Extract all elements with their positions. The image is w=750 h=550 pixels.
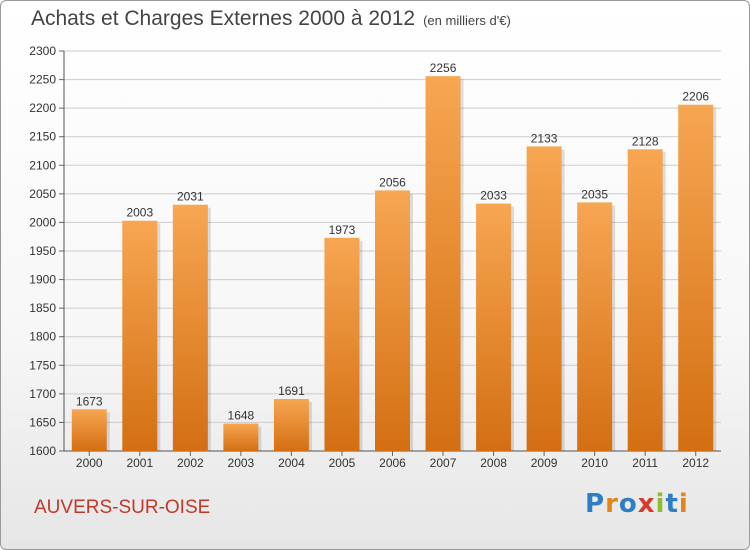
y-tick-label: 1850 bbox=[29, 301, 56, 315]
data-label: 2206 bbox=[682, 90, 709, 104]
proxiti-logo[interactable]: Proxiti bbox=[585, 489, 689, 519]
x-tick-label: 2004 bbox=[278, 456, 305, 470]
data-label: 2003 bbox=[126, 206, 153, 220]
x-tick-label: 2005 bbox=[329, 456, 356, 470]
data-label: 1673 bbox=[76, 394, 103, 408]
y-tick-label: 2300 bbox=[29, 44, 56, 58]
bar bbox=[273, 399, 309, 451]
x-tick-label: 2001 bbox=[126, 456, 153, 470]
y-tick-label: 1700 bbox=[29, 387, 56, 401]
y-tick-label: 1950 bbox=[29, 244, 56, 258]
x-tick-label: 2003 bbox=[228, 456, 255, 470]
data-label: 2133 bbox=[531, 131, 558, 145]
bar bbox=[526, 146, 562, 451]
bar bbox=[71, 409, 107, 451]
bar bbox=[476, 203, 512, 451]
data-label: 2035 bbox=[581, 187, 608, 201]
x-tick-label: 2008 bbox=[480, 456, 507, 470]
y-tick-label: 1650 bbox=[29, 415, 56, 429]
bar bbox=[375, 190, 410, 451]
x-tick-label: 2009 bbox=[531, 456, 558, 470]
y-tick-label: 1750 bbox=[29, 358, 56, 372]
y-tick-label: 2150 bbox=[29, 130, 56, 144]
logo-letter: i bbox=[678, 489, 689, 519]
data-label: 1648 bbox=[228, 409, 255, 423]
chart-title: Achats et Charges Externes 2000 à 2012 (e… bbox=[31, 7, 511, 31]
bar bbox=[577, 202, 613, 451]
y-tick-label: 2000 bbox=[29, 215, 56, 229]
x-tick-label: 2000 bbox=[76, 456, 103, 470]
logo-letter: x bbox=[637, 489, 656, 519]
y-tick-label: 1600 bbox=[29, 444, 56, 458]
x-tick-label: 2012 bbox=[682, 456, 709, 470]
data-label: 2033 bbox=[480, 189, 507, 203]
bar bbox=[425, 76, 461, 452]
unit-note: (en milliers d'€) bbox=[423, 13, 511, 28]
town-name: AUVERS-SUR-OISE bbox=[34, 497, 211, 518]
x-tick-label: 2006 bbox=[379, 456, 406, 470]
data-label: 1691 bbox=[278, 384, 305, 398]
x-tick-label: 2011 bbox=[632, 456, 658, 470]
bar bbox=[627, 149, 663, 452]
y-tick-label: 2050 bbox=[29, 187, 56, 201]
data-label: 1973 bbox=[329, 223, 356, 237]
y-tick-label: 1900 bbox=[29, 273, 56, 287]
bar bbox=[678, 104, 714, 451]
bar bbox=[223, 423, 259, 451]
data-label: 2128 bbox=[632, 134, 659, 148]
data-label: 2031 bbox=[177, 190, 204, 204]
logo-letter: i bbox=[655, 489, 666, 519]
labels: 1673 2003 2031 1648 1691 1973 2056 2256 2033 2133… bbox=[76, 61, 709, 422]
logo-letter: t bbox=[665, 489, 679, 519]
y-tick-label: 2250 bbox=[29, 73, 56, 87]
x-tick-label: 2007 bbox=[430, 456, 457, 470]
data-label: 2256 bbox=[430, 61, 457, 75]
bar bbox=[324, 237, 360, 451]
logo-letter: r bbox=[605, 489, 619, 519]
x-tick-label: 2002 bbox=[177, 456, 204, 470]
x-tick-label: 2010 bbox=[581, 456, 608, 470]
data-label: 2056 bbox=[379, 175, 406, 189]
title-text: Achats et Charges Externes 2000 à 2012 bbox=[31, 7, 416, 30]
bar bbox=[172, 204, 208, 451]
logo-letter: o bbox=[618, 489, 638, 519]
y-tick-label: 1800 bbox=[29, 330, 56, 344]
logo-letter: P bbox=[585, 489, 606, 519]
y-tick-label: 2100 bbox=[29, 158, 56, 172]
bars bbox=[71, 76, 717, 452]
bar bbox=[122, 220, 158, 451]
y-tick-label: 2200 bbox=[29, 101, 56, 115]
